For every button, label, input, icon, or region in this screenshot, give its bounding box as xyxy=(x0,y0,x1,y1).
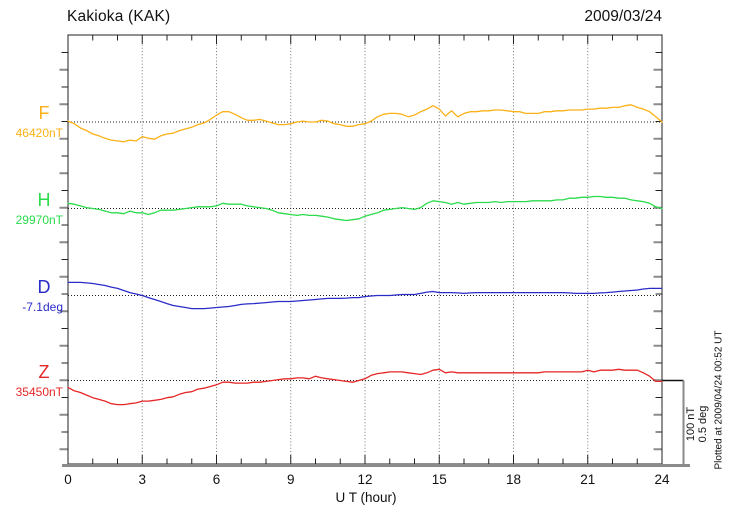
x-tick-label-24: 24 xyxy=(654,472,670,487)
channel-label-z: Z xyxy=(38,361,50,382)
channel-basevalue-z: 35450nT xyxy=(15,385,63,399)
trace-d xyxy=(67,281,663,310)
scale-bar-legend-deg: 0.5 deg xyxy=(697,405,709,443)
x-tick-label-9: 9 xyxy=(287,472,295,487)
x-axis-title: U T (hour) xyxy=(335,490,397,505)
x-tick-label-6: 6 xyxy=(212,472,221,487)
channel-label-f: F xyxy=(38,103,50,123)
x-tick-label-12: 12 xyxy=(357,472,373,487)
scale-bar-legend: 100 nT 0.5 deg xyxy=(685,406,709,443)
vertical-gridlines xyxy=(141,35,663,463)
observation-date: 2009/03/24 xyxy=(584,8,662,25)
plotted-at-note: Plotted at 2009/04/24 00:52 UT xyxy=(713,330,725,470)
channel-basevalue-h: 29970nT xyxy=(15,212,63,227)
scale-bar xyxy=(662,379,685,467)
trace-z xyxy=(67,368,663,406)
scale-bar-legend-nt: 100 nT xyxy=(685,406,697,442)
x-tick-label-21: 21 xyxy=(580,472,596,487)
x-tick-label-15: 15 xyxy=(431,472,447,487)
x-tick-label-3: 3 xyxy=(138,472,147,487)
x-tick-label-0: 0 xyxy=(64,472,72,487)
amplitude-ticks xyxy=(59,52,662,451)
channel-label-d: D xyxy=(37,276,51,297)
channel-basevalue-d: -7.1deg xyxy=(22,299,63,314)
trace-f xyxy=(67,104,663,143)
channel-basevalue-f: 46420nT xyxy=(15,126,63,140)
hour-ticks xyxy=(67,35,663,464)
channel-baselines xyxy=(68,121,662,381)
channel-label-h: H xyxy=(37,189,51,210)
traces xyxy=(67,104,663,406)
trace-h xyxy=(67,195,663,222)
plot-frame xyxy=(62,34,690,467)
x-tick-label-18: 18 xyxy=(505,472,522,487)
station-title: Kakioka (KAK) xyxy=(67,8,171,25)
